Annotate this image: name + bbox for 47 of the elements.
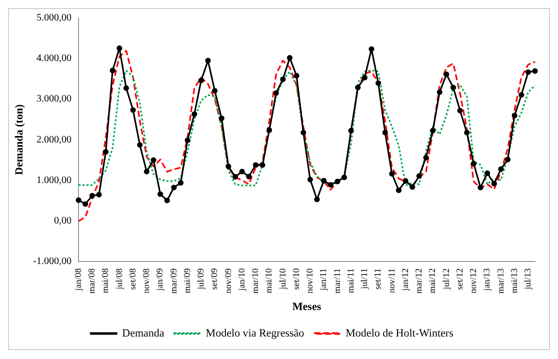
x-tick-label: mai/13: [508, 268, 519, 294]
y-axis-title: Demanda (ton): [13, 104, 26, 175]
y-tick-label: 5.000,00: [36, 12, 72, 24]
x-tick-label: jan/12: [400, 268, 410, 292]
x-tick-label: set/12: [454, 268, 464, 290]
x-tick-label: jan/08: [72, 268, 83, 292]
legend-label: Modelo via Regressão: [206, 327, 305, 340]
x-tick-label: nov/10: [304, 268, 315, 294]
x-axis-title: Meses: [292, 301, 322, 314]
y-tick-label: 0,00: [54, 215, 72, 226]
x-tick-label: mai/09: [182, 268, 192, 294]
x-tick-label: set/10: [290, 268, 301, 290]
x-tick-label: nov/09: [222, 268, 233, 294]
x-tick-label: jan/09: [154, 268, 165, 292]
x-tick-label: mar/10: [250, 268, 260, 294]
x-tick-label: set/08: [127, 268, 138, 290]
x-tick-label: jan/10: [236, 268, 246, 292]
x-tick-label: mai/10: [264, 268, 274, 294]
y-tick-label: -1.000,00: [33, 256, 72, 267]
y-tick-label: 3.000,00: [36, 94, 72, 105]
x-tick-label: nov/08: [141, 268, 152, 294]
legend-label: Demanda: [122, 327, 164, 340]
x-tick-label: mar/11: [332, 268, 342, 294]
x-tick-label: mai/08: [100, 268, 110, 294]
x-tick-label: jul/11: [359, 268, 370, 290]
line-series: [78, 70, 536, 186]
x-tick-label: mai/12: [427, 268, 438, 294]
x-tick-label: set/11: [372, 268, 383, 290]
x-tick-label: jul/08: [114, 268, 124, 290]
x-tick-label: jul/09: [196, 268, 206, 290]
x-tick-label: mar/12: [414, 268, 424, 294]
x-tick-label: jan/13: [482, 268, 492, 292]
x-tick-label: mar/08: [86, 268, 97, 294]
x-tick-label: set/09: [209, 268, 220, 290]
x-tick-label: jul/10: [277, 268, 288, 290]
x-tick-label: mai/11: [345, 268, 356, 293]
x-tick-label: jul/12: [440, 268, 451, 290]
x-tick-label: nov/11: [386, 268, 396, 293]
x-tick-label: mar/13: [495, 268, 506, 294]
y-tick-label: 1.000,00: [36, 174, 72, 186]
y-tick-label: 2.000,00: [36, 134, 72, 146]
y-tick-label: 4.000,00: [36, 53, 72, 64]
legend-label: Modelo de Holt-Winters: [346, 327, 454, 340]
x-tick-label: jul/13: [522, 268, 533, 290]
x-tick-label: mar/09: [168, 268, 178, 294]
x-tick-label: nov/12: [468, 268, 478, 294]
x-tick-label: jan/11: [318, 268, 328, 292]
